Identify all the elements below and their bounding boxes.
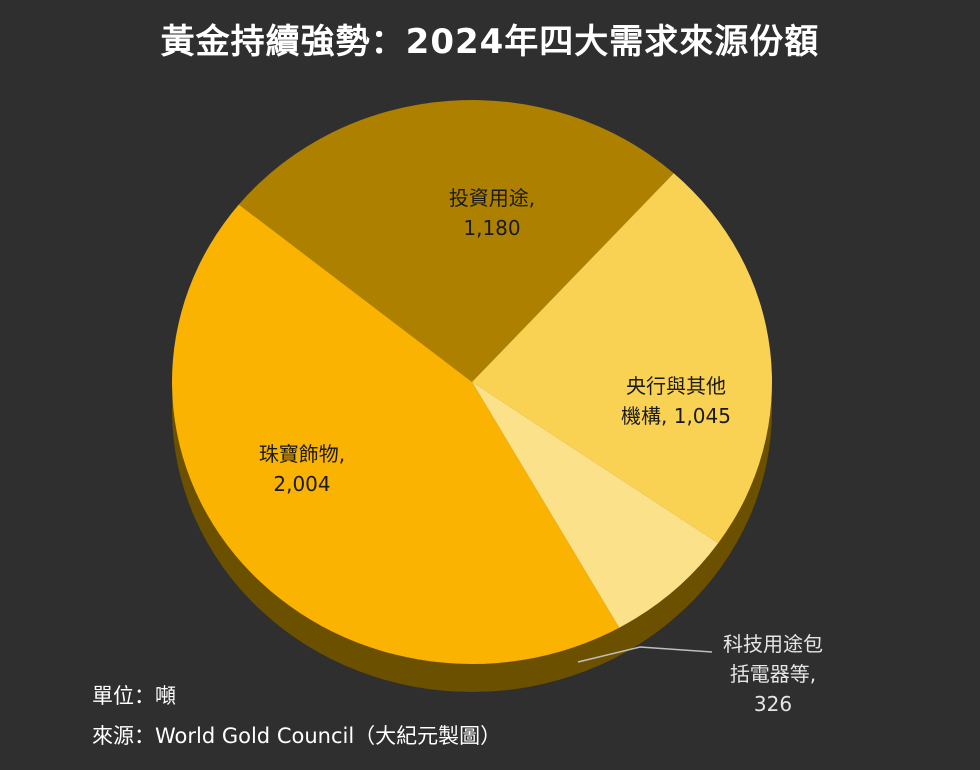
pie-slice-3 [472, 382, 719, 628]
unit-note: 單位：噸 [92, 684, 176, 708]
slice-label-3-line-2: 括電器等, [730, 662, 816, 686]
source-note: 來源：World Gold Council（大紀元製圖） [92, 724, 502, 748]
leader-line-3 [577, 646, 713, 663]
slice-label-1-line-2: 1,180 [463, 216, 520, 240]
slice-label-2-line-2: 機構, 1,045 [621, 404, 731, 428]
pie-slices [172, 100, 772, 665]
chart-title: 黃金持續強勢：2024年四大需求來源份額 [160, 22, 820, 62]
slice-label-3-line-1: 科技用途包 [723, 632, 823, 656]
slice-label-1-line-1: 投資用途, [449, 186, 535, 210]
pie-slice-4 [172, 204, 620, 665]
pie-slice-2 [472, 173, 772, 544]
slice-label-4-line-2: 2,004 [273, 472, 330, 496]
slice-label-4-line-1: 珠寶飾物, [259, 442, 345, 466]
pie-slice-1 [238, 100, 674, 382]
slice-label-3-line-3: 326 [754, 692, 792, 716]
slice-label-2-line-1: 央行與其他 [626, 374, 726, 398]
